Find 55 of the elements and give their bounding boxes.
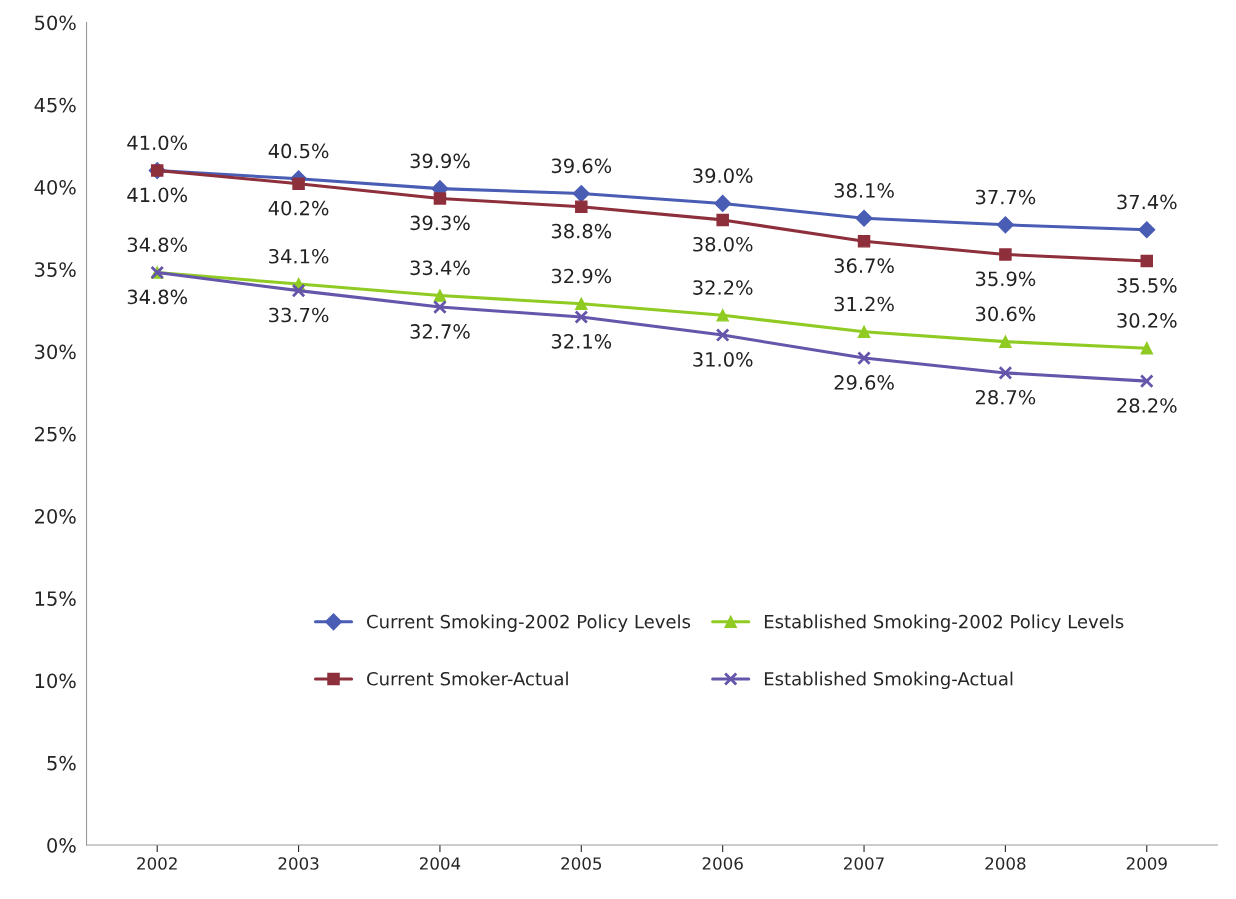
data-label: 39.6% — [551, 158, 612, 174]
data-label: 40.5% — [268, 143, 329, 159]
legend-label: Current Smoker-Actual — [367, 671, 568, 686]
data-label: 34.8% — [127, 237, 188, 253]
x-tick-label: 2002 — [137, 857, 177, 870]
data-label: 32.9% — [551, 268, 612, 284]
data-label: 41.0% — [127, 135, 188, 151]
data-label: 29.6% — [834, 375, 894, 390]
data-label: 38.1% — [834, 183, 894, 198]
data-label: 39.0% — [693, 168, 753, 184]
data-label: 30.6% — [976, 306, 1036, 322]
legend-label: Current Smoking-2002 Policy Levels — [367, 614, 691, 632]
data-label: 32.2% — [693, 280, 753, 295]
x-tick-label: 2003 — [278, 857, 319, 870]
y-tick-label: 30% — [35, 344, 76, 360]
legend-label: Established Smoking-2002 Policy Levels — [764, 614, 1124, 632]
x-tick-label: 2006 — [702, 857, 743, 870]
x-tick-label: 2007 — [844, 857, 884, 870]
data-label: 39.9% — [410, 153, 470, 169]
y-tick-label: 10% — [35, 673, 76, 689]
data-label: 32.1% — [551, 333, 612, 349]
data-label: 38.0% — [693, 236, 753, 252]
y-tick-label: 25% — [35, 426, 76, 442]
x-tick-label: 2005 — [561, 857, 602, 870]
data-label: 33.7% — [269, 307, 329, 323]
y-tick-label: 45% — [34, 97, 76, 113]
y-tick-label: 20% — [35, 508, 76, 524]
data-label: 35.9% — [976, 271, 1036, 287]
y-tick-label: 5% — [47, 755, 76, 771]
x-tick-label: 2009 — [1126, 857, 1167, 870]
data-label: 30.2% — [1117, 313, 1177, 328]
data-label: 31.0% — [693, 352, 753, 367]
data-label: 31.2% — [834, 296, 894, 312]
x-tick-label: 2004 — [419, 857, 461, 870]
data-label: 35.5% — [1117, 278, 1177, 293]
y-tick-label: 35% — [35, 262, 76, 277]
data-label: 38.8% — [551, 223, 612, 239]
y-tick-label: 0% — [47, 838, 76, 853]
legend-label: Established Smoking-Actual — [764, 671, 1013, 690]
data-label: 28.2% — [1117, 398, 1177, 413]
data-label: 41.0% — [127, 187, 188, 203]
data-label: 28.7% — [975, 389, 1036, 405]
data-label: 32.7% — [410, 324, 470, 339]
y-tick-label: 15% — [35, 591, 76, 606]
data-label: 36.7% — [834, 258, 894, 273]
x-tick-label: 2008 — [985, 857, 1026, 870]
data-label: 37.7% — [976, 189, 1036, 205]
data-label: 33.4% — [410, 260, 470, 276]
data-label: 34.1% — [269, 248, 329, 264]
data-label: 40.2% — [268, 200, 329, 216]
data-label: 39.3% — [410, 215, 470, 231]
y-tick-label: 40% — [34, 179, 76, 195]
data-label: 34.8% — [127, 289, 188, 305]
data-label: 37.4% — [1117, 194, 1177, 210]
y-tick-label: 50% — [35, 15, 76, 31]
